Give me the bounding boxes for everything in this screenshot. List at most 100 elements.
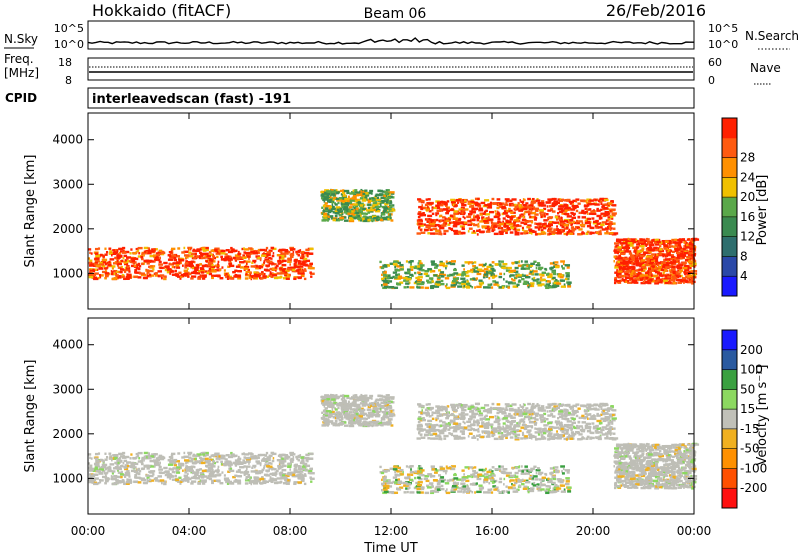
power-cell	[622, 242, 628, 245]
power-cell	[303, 277, 307, 281]
velocity-cell	[135, 456, 138, 459]
power-cell	[428, 217, 431, 221]
velocity-cell	[117, 471, 122, 474]
velocity-cell	[90, 476, 93, 479]
power-cell	[493, 225, 498, 228]
power-cell	[691, 258, 695, 261]
velocity-cell	[243, 456, 247, 459]
velocity-cell	[104, 452, 107, 455]
power-cell	[586, 220, 591, 224]
power-cell	[133, 275, 138, 279]
velocity-cell	[248, 462, 250, 465]
power-cell	[454, 204, 458, 207]
power-cell	[540, 283, 545, 286]
power-cell	[661, 261, 667, 264]
power-cell	[134, 271, 137, 274]
power-cell	[551, 285, 558, 288]
power-cell	[146, 262, 150, 265]
power-cell	[674, 274, 679, 277]
power-cell	[371, 199, 375, 202]
power-cell	[545, 213, 549, 216]
power-cell	[477, 197, 480, 201]
power-cell	[669, 265, 672, 268]
power-cell	[435, 212, 440, 215]
velocity-cell	[108, 457, 113, 460]
velocity-cell	[118, 452, 124, 456]
power-cell	[327, 217, 330, 221]
power-cell	[154, 274, 160, 277]
power-cell	[515, 275, 518, 278]
power-cell	[527, 285, 530, 289]
power-cell	[536, 222, 539, 226]
power-cell	[155, 258, 157, 262]
power-cell	[590, 231, 595, 235]
power-cell	[558, 199, 564, 202]
power-cell	[431, 284, 435, 288]
velocity-cell	[376, 413, 380, 416]
power-cell	[439, 203, 444, 207]
power-cell	[686, 280, 692, 284]
power-cell	[530, 209, 533, 212]
velocity-cell	[124, 475, 127, 478]
velocity-cell	[169, 477, 172, 480]
power-cell	[517, 275, 522, 278]
power-cell	[623, 248, 626, 252]
power-cell	[688, 243, 694, 246]
power-cell	[491, 222, 498, 225]
velocity-cell	[281, 464, 287, 468]
velocity-cell	[189, 466, 192, 469]
velocity-cell	[89, 456, 91, 460]
velocity-cell	[287, 471, 292, 475]
power-cell	[654, 257, 659, 260]
power-cell	[483, 221, 490, 225]
velocity-cell	[148, 478, 152, 482]
power-cell	[114, 270, 117, 273]
power-cell	[548, 281, 551, 285]
velocity-cell	[338, 419, 343, 422]
power-cell	[632, 262, 636, 266]
power-cell	[499, 230, 504, 233]
velocity-cell	[250, 470, 256, 473]
power-cell	[595, 226, 600, 229]
power-cell	[439, 260, 443, 264]
power-cell	[350, 218, 354, 221]
velocity-cell	[386, 410, 388, 414]
velocity-cell	[292, 455, 295, 459]
power-cell	[289, 246, 295, 250]
power-cell	[495, 202, 501, 205]
power-cell	[545, 201, 551, 204]
velocity-cell	[245, 465, 251, 468]
velocity-cell	[123, 455, 130, 459]
power-cell	[135, 271, 141, 274]
power-cell	[437, 201, 442, 204]
power-cell	[614, 242, 619, 245]
velocity-cell	[345, 404, 352, 408]
power-cell	[119, 250, 124, 253]
power-cell	[471, 231, 477, 234]
power-cell	[265, 246, 269, 250]
power-cell	[323, 196, 329, 199]
power-cell	[287, 266, 292, 270]
power-cell	[669, 257, 673, 261]
power-cell	[360, 194, 364, 197]
velocity-cell	[178, 476, 182, 479]
velocity-cell	[347, 400, 350, 403]
power-cell	[467, 213, 473, 216]
power-cell	[273, 263, 277, 266]
power-cell	[243, 247, 245, 250]
power-cell	[143, 246, 149, 250]
velocity-cell	[382, 422, 389, 426]
velocity-cell	[261, 481, 267, 485]
power-cell	[635, 238, 638, 242]
velocity-cell	[386, 410, 390, 414]
power-cell	[441, 216, 446, 219]
power-cell	[116, 254, 120, 257]
velocity-cell	[243, 472, 249, 475]
power-cell	[430, 228, 433, 232]
velocity-cell	[362, 402, 367, 405]
velocity-cell	[216, 471, 220, 474]
velocity-cell	[381, 395, 385, 398]
velocity-cell	[221, 471, 224, 474]
power-cell	[418, 273, 423, 276]
velocity-cell	[135, 476, 141, 479]
